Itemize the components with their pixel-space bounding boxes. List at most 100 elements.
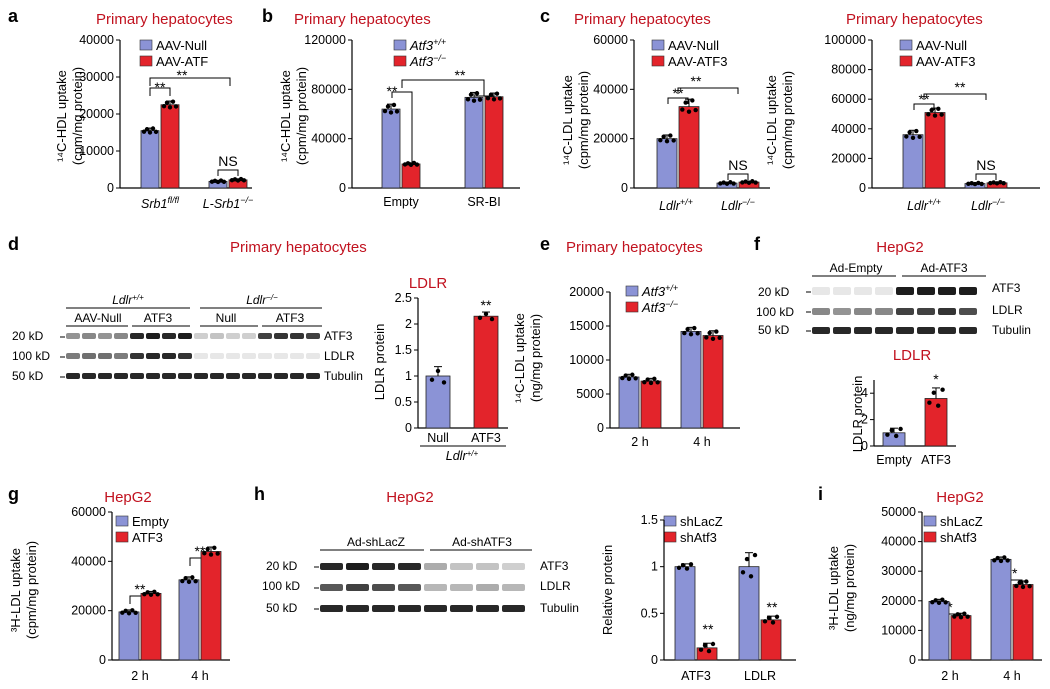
chart-g-datapoint xyxy=(148,592,154,597)
chart-h-bar xyxy=(760,619,782,661)
panel-c2-sig-1: ** xyxy=(919,91,930,107)
chart-b-datapoint xyxy=(477,97,483,102)
panel-e-xtick-1: 2 h xyxy=(631,435,648,449)
chart-h-ytick-label: 0.5 xyxy=(641,606,658,620)
panel-c2-bracket-2 xyxy=(923,93,987,100)
panel-d-marker-2: 100 kD xyxy=(12,349,50,363)
chart-c1-datapoint xyxy=(658,137,663,143)
panel-h-band-atf3 xyxy=(372,563,395,570)
chart-a-bar xyxy=(160,104,180,189)
chart-e-bar xyxy=(618,376,640,429)
panel-a-sig-1: ** xyxy=(155,79,166,95)
chart-g-ytick-label: 40000 xyxy=(71,554,106,568)
chart-i-ytick-label: 0 xyxy=(909,653,916,667)
panel-b-bracket-2 xyxy=(401,79,485,96)
chart-d-ytick-label: 0 xyxy=(405,421,412,435)
chart-c2-datapoint xyxy=(979,181,984,187)
chart-c2-datapoint xyxy=(939,112,944,117)
chart-a-ytick-label: 30000 xyxy=(79,70,114,84)
chart-b-datapoint xyxy=(474,91,480,96)
panel-i-xtick-2: 4 h xyxy=(1003,669,1020,683)
chart-e-datapoint xyxy=(642,379,647,385)
panel-d-band-tubulin xyxy=(258,373,272,379)
chart-a-datapoint xyxy=(141,129,147,134)
chart-e-ytick-label: 15000 xyxy=(569,319,604,333)
chart-h-datapoint xyxy=(752,552,758,558)
panel-f-band-tubulin xyxy=(896,327,914,334)
panel-d-band-tubulin xyxy=(210,373,224,379)
panel-f-band-ldlr xyxy=(938,308,956,315)
chart-e-ytick-label: 0 xyxy=(597,421,604,435)
panel-d-xtick-2: ATF3 xyxy=(471,431,501,445)
panel-f-band-ldlr xyxy=(833,308,851,315)
chart-c1-datapoint xyxy=(743,179,748,184)
chart-e-bar xyxy=(680,331,702,429)
chart-c2-ytick-label: 80000 xyxy=(831,63,866,77)
chart-a-datapoint xyxy=(241,178,247,183)
chart-f-datapoint xyxy=(898,426,903,432)
chart-f-datapoint xyxy=(927,400,932,405)
chart-g-bar xyxy=(118,611,140,661)
chart-c1-datapoint xyxy=(690,98,695,103)
panel-g-ylabel-unit: (cpm/mg protein) xyxy=(24,541,39,639)
chart-a-ytick-label: 40000 xyxy=(79,33,114,47)
chart-a-datapoint xyxy=(150,126,156,131)
chart-b-datapoint xyxy=(465,97,471,102)
panel-i-legend-swatch-2 xyxy=(923,531,937,543)
panel-d-band-ldlr xyxy=(210,353,224,359)
panel-d-band-1: ATF3 xyxy=(324,329,353,343)
chart-e-datapoint xyxy=(623,373,628,378)
panel-c2-title: Primary hepatocytes xyxy=(846,11,983,28)
chart-i-datapoint xyxy=(936,600,942,606)
panel-d-band-atf3 xyxy=(242,333,256,339)
chart-i-bar xyxy=(1012,584,1034,661)
panel-f-band-atf3 xyxy=(959,287,977,295)
panel-b-legend-2: Atf3−/− xyxy=(409,53,446,69)
chart-g-datapoint xyxy=(208,552,214,557)
chart-h-datapoint xyxy=(698,647,704,652)
chart-c1-datapoint xyxy=(750,179,755,184)
panel-c2-legend-1: AAV-Null xyxy=(916,38,967,53)
panel-h-xtick-1: ATF3 xyxy=(681,669,711,683)
chart-i-datapoint xyxy=(943,600,948,605)
chart-c2-datapoint xyxy=(988,180,993,186)
panel-g-ylabel: ³H-LDL uptake xyxy=(8,548,23,632)
panel-c2-ylabel-unit: (cpm/mg protein) xyxy=(780,71,795,169)
chart-c2-ytick-label: 20000 xyxy=(831,151,866,165)
chart-h-datapoint xyxy=(706,648,712,654)
panel-f-band-tubulin xyxy=(833,327,851,334)
chart-i-datapoint xyxy=(995,555,1000,561)
panel-i-ylabel-unit: (ng/mg protein) xyxy=(842,544,857,632)
chart-d-datapoint xyxy=(435,368,441,374)
chart-g: 0 20000 40000 60000 xyxy=(71,505,230,667)
panel-h-band-ldlr xyxy=(372,584,395,591)
panel-h-band-ldlr xyxy=(476,584,499,591)
panel-a-legend-swatch-1 xyxy=(139,39,153,51)
chart-c1-datapoint xyxy=(721,180,726,185)
panel-f-sig: * xyxy=(933,371,939,387)
chart-a-datapoint xyxy=(167,105,173,110)
chart-g-datapoint xyxy=(215,551,220,556)
panel-d-group-label: Ldlr+/+ xyxy=(446,449,479,463)
panel-h-sig-1: ** xyxy=(703,621,714,637)
chart-c2-datapoint xyxy=(976,180,981,186)
panel-c2-xtick-1: Ldlr+/+ xyxy=(907,197,941,213)
panel-h-band-atf3 xyxy=(320,563,343,570)
panel-b-title: Primary hepatocytes xyxy=(294,11,431,28)
chart-e-datapoint xyxy=(655,380,660,385)
chart-i-datapoint xyxy=(952,614,957,619)
panel-h-legend-2: shAtf3 xyxy=(680,530,717,545)
panel-h-legend-swatch-2 xyxy=(663,531,677,543)
panel-b-sig-2: ** xyxy=(455,67,466,83)
chart-c2-bar xyxy=(924,112,946,189)
panel-h-band-ldlr xyxy=(346,584,369,591)
panel-d-band-tubulin xyxy=(146,373,160,379)
chart-i-datapoint xyxy=(1017,580,1022,585)
chart-c1: 0 20000 40000 60000 xyxy=(593,33,770,195)
panel-d-band-atf3 xyxy=(98,333,112,339)
chart-c1-datapoint xyxy=(728,180,733,185)
panel-c2-legend-swatch-1 xyxy=(899,39,913,51)
panel-a-sig-3: NS xyxy=(218,153,237,169)
chart-c2-datapoint xyxy=(910,135,916,140)
